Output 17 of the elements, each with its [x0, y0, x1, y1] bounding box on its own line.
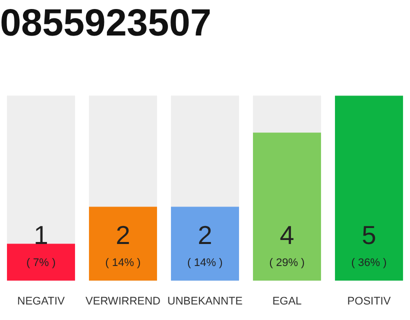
data-label: 1 — [34, 220, 48, 250]
x-tick-label: EGAL — [272, 295, 302, 308]
x-tick-label: VERWIRREND — [86, 295, 161, 308]
annotation: ( 14% ) — [105, 256, 141, 269]
bar — [6, 244, 76, 281]
annotation: ( 36% ) — [351, 256, 387, 269]
data-label: 2 — [198, 220, 212, 250]
data-label: 2 — [116, 220, 130, 250]
x-tick-label: POSITIV — [347, 295, 392, 308]
annotation: ( 14% ) — [187, 256, 223, 269]
data-label: 5 — [362, 220, 376, 250]
annotation: ( 29% ) — [269, 256, 305, 269]
x-tick-label: NEGATIV — [17, 295, 66, 308]
x-tick-label: UNBEKANNTE — [167, 295, 243, 308]
annotation: ( 7% ) — [26, 256, 56, 269]
data-label: 4 — [280, 220, 294, 250]
chart-title: 0855923507 — [0, 2, 212, 44]
